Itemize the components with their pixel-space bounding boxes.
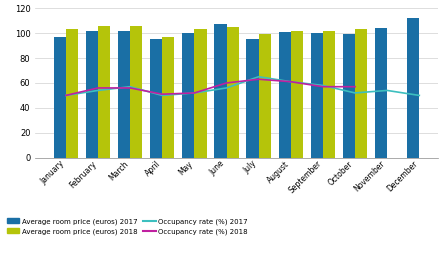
Bar (162, 37, 175, 158)
Bar (375, 28, 387, 158)
Bar (226, 27, 239, 158)
Bar (247, 39, 259, 158)
Bar (259, 34, 271, 158)
Bar (150, 39, 162, 158)
Bar (291, 31, 303, 158)
Bar (53, 37, 66, 158)
Bar (194, 29, 206, 158)
Bar (86, 31, 98, 158)
Bar (214, 24, 226, 158)
Bar (407, 18, 419, 158)
Bar (130, 26, 142, 158)
Legend: Average room price (euros) 2017, Average room price (euros) 2018, Occupancy rate: Average room price (euros) 2017, Average… (7, 218, 248, 234)
Bar (182, 33, 194, 158)
Bar (355, 29, 367, 158)
Bar (311, 33, 323, 158)
Bar (323, 31, 335, 158)
Bar (66, 29, 78, 158)
Bar (343, 34, 355, 158)
Bar (278, 32, 291, 158)
Bar (98, 26, 110, 158)
Bar (118, 31, 130, 158)
